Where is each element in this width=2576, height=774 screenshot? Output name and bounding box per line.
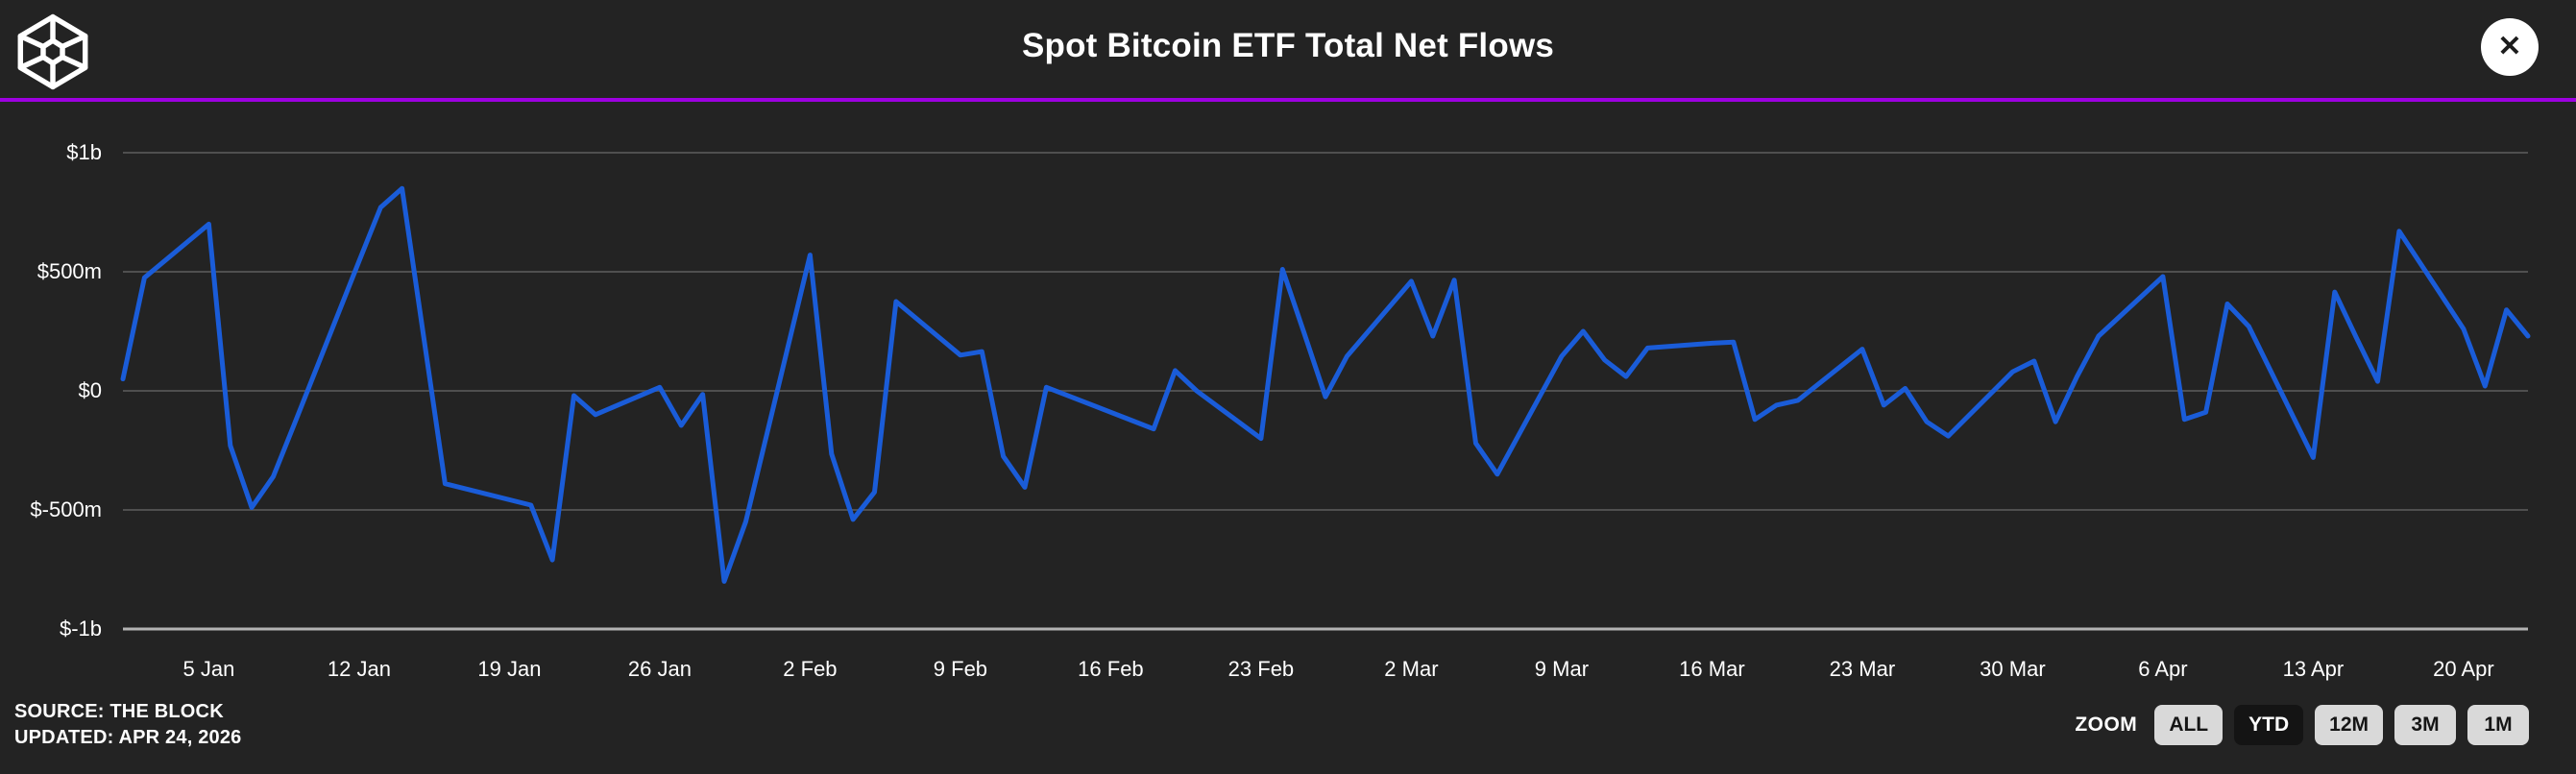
x-axis-tick-label: 9 Mar [1535,657,1589,681]
x-axis-tick-label: 16 Feb [1078,657,1144,681]
x-axis-tick-label: 13 Apr [2283,657,2345,681]
x-axis-tick-label: 2 Mar [1384,657,1438,681]
zoom-button-ytd[interactable]: YTD [2234,705,2304,745]
x-axis-tick-label: 30 Mar [1980,657,2045,681]
x-axis-tick-label: 26 Jan [628,657,692,681]
x-axis-tick-label: 2 Feb [783,657,837,681]
x-axis-tick-label: 23 Feb [1228,657,1295,681]
chart-area[interactable]: $1b $500m $0 $-500m $-1b 5 Jan 12 Jan 19 Jan 26 … [0,106,2576,682]
y-axis-tick-label: $0 [79,378,102,402]
net-flows-series[interactable] [120,185,2531,584]
y-axis-tick-label: $-1b [60,617,102,641]
zoom-label: ZOOM [2075,714,2138,736]
y-axis-tick-label: $-500m [30,497,102,521]
x-axis-tick-label: 12 Jan [328,657,391,681]
x-axis-tick-label: 20 Apr [2433,657,2494,681]
close-button[interactable]: ✕ [2481,18,2539,76]
zoom-controls: ZOOM ALL YTD 12M 3M 1M [2075,705,2529,745]
updated-line: UPDATED: APR 24, 2026 [14,727,242,748]
x-axis-tick-label: 23 Mar [1830,657,1895,681]
y-axis-tick-label: $500m [37,259,102,283]
zoom-button-12m[interactable]: 12M [2315,705,2383,745]
x-axis-tick-label: 16 Mar [1679,657,1744,681]
zoom-button-all[interactable]: ALL [2154,705,2224,745]
zoom-button-3m[interactable]: 3M [2394,705,2456,745]
y-axis-tick-label: $1b [66,140,102,164]
x-axis-tick-label: 9 Feb [934,657,987,681]
x-axis-tick-label: 6 Apr [2138,657,2187,681]
zoom-button-1m[interactable]: 1M [2467,705,2529,745]
x-axis-tick-label: 19 Jan [477,657,541,681]
flows-line-chart[interactable]: $1b $500m $0 $-500m $-1b 5 Jan 12 Jan 19 Jan 26 … [0,106,2576,682]
x-axis-tick-label: 5 Jan [183,657,235,681]
close-icon: ✕ [2497,31,2522,62]
header: Spot Bitcoin ETF Total Net Flows ✕ [0,0,2576,102]
source-line: SOURCE: THE BLOCK [14,701,224,722]
chart-title: Spot Bitcoin ETF Total Net Flows [1021,27,1555,64]
source-caption: SOURCE: THE BLOCK UPDATED: APR 24, 2026 [14,699,242,751]
the-block-logo-icon [17,13,88,90]
